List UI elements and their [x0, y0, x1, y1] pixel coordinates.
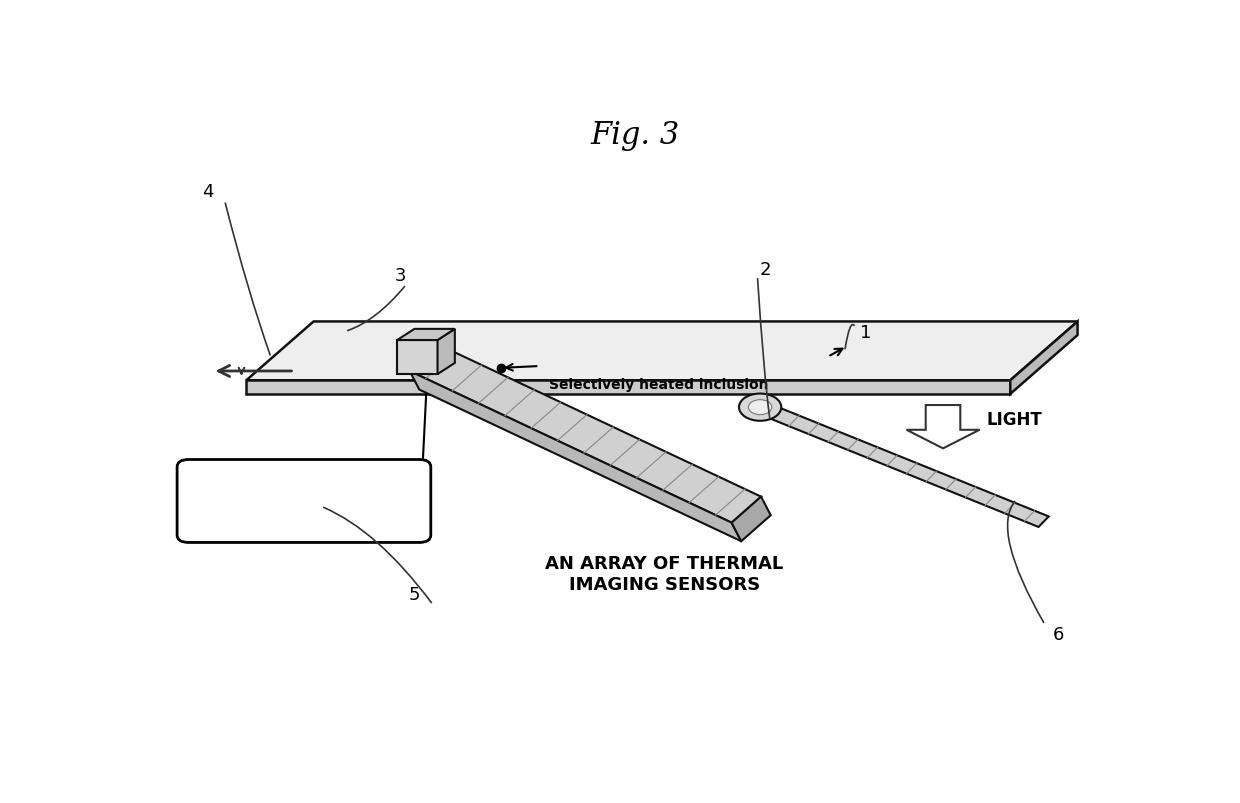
Circle shape [739, 394, 781, 422]
Polygon shape [409, 372, 742, 541]
Polygon shape [397, 340, 438, 374]
Text: 5: 5 [409, 585, 420, 603]
Text: 4: 4 [202, 183, 213, 202]
Polygon shape [247, 322, 1078, 381]
Polygon shape [1011, 322, 1078, 394]
Polygon shape [409, 345, 761, 523]
Text: Selectively heated inclusion: Selectively heated inclusion [549, 377, 769, 392]
Polygon shape [438, 329, 455, 374]
Polygon shape [732, 497, 771, 541]
Polygon shape [397, 329, 455, 340]
Circle shape [749, 400, 771, 415]
FancyBboxPatch shape [177, 460, 430, 543]
Polygon shape [755, 402, 1049, 528]
Polygon shape [247, 381, 1011, 394]
Text: 3: 3 [394, 267, 405, 284]
Text: 2: 2 [759, 260, 771, 279]
Text: Fig. 3: Fig. 3 [591, 120, 680, 151]
Text: LIGHT: LIGHT [986, 411, 1042, 429]
Text: Rejection Algorithm and
Device: Rejection Algorithm and Device [200, 485, 408, 517]
Text: 1: 1 [861, 324, 872, 341]
Text: AN ARRAY OF THERMAL
IMAGING SENSORS: AN ARRAY OF THERMAL IMAGING SENSORS [546, 554, 784, 593]
Polygon shape [906, 406, 980, 449]
Text: 6: 6 [1053, 626, 1064, 643]
